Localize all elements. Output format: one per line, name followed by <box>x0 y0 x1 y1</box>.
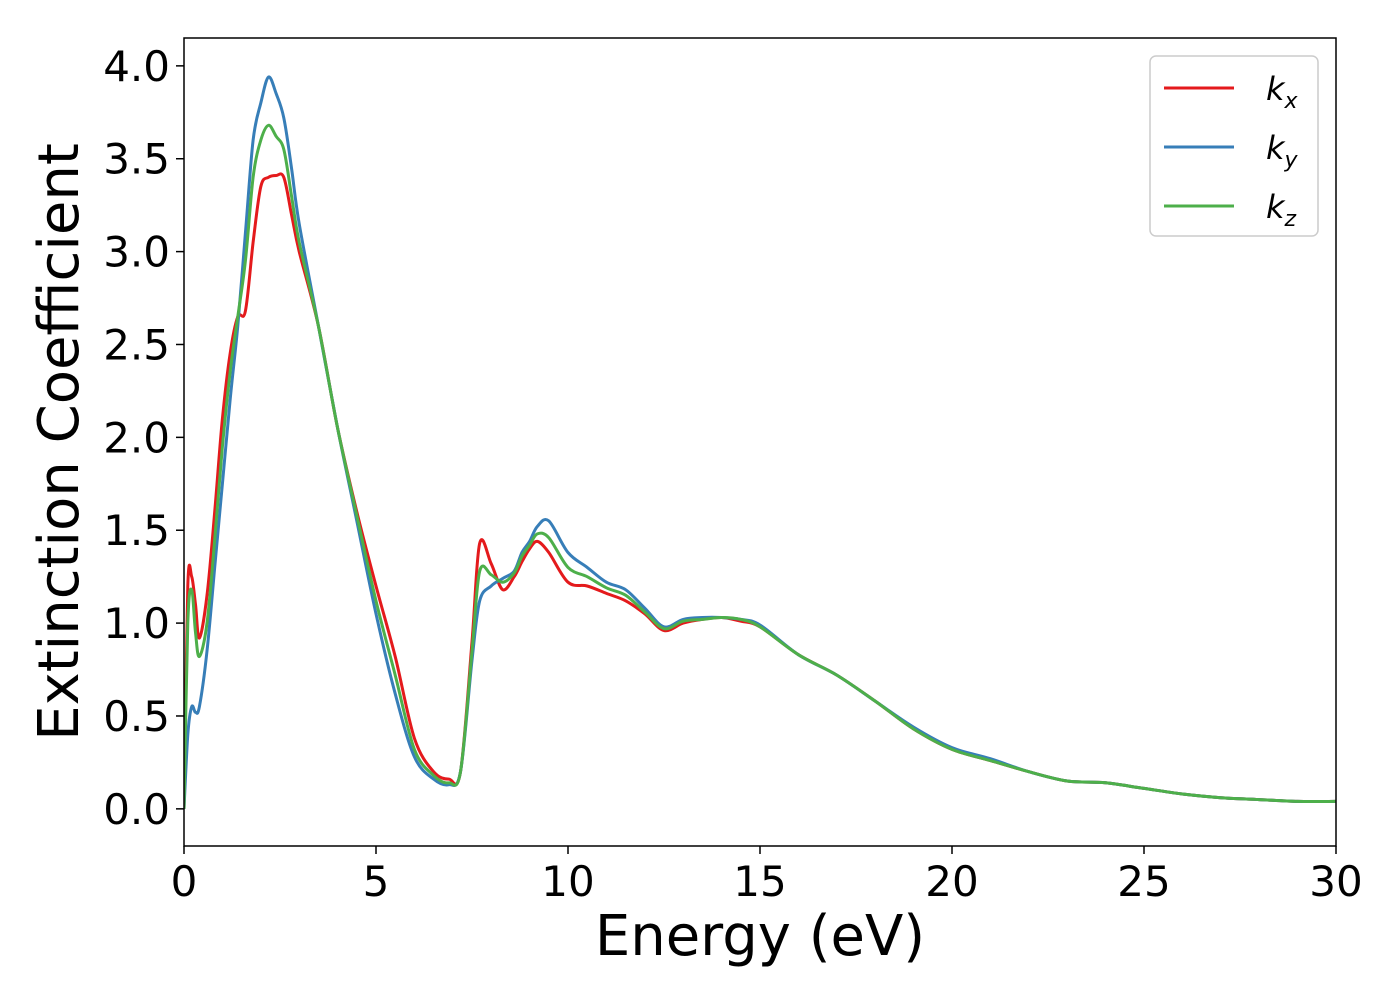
y-tick-label: 3.5 <box>103 135 170 184</box>
y-axis-title: Extinction Coefficient <box>27 143 92 741</box>
y-tick-label: 0.0 <box>103 785 170 834</box>
y-tick-label: 2.0 <box>103 413 170 462</box>
x-axis-title: Energy (eV) <box>595 904 925 969</box>
y-tick-label: 0.5 <box>103 692 170 741</box>
x-tick-label: 0 <box>171 857 198 906</box>
y-tick-label: 2.5 <box>103 320 170 369</box>
series-layer <box>184 75 1336 809</box>
y-tick-label: 1.0 <box>103 599 170 648</box>
series-line-kz <box>184 123 1336 809</box>
y-tick-label: 3.0 <box>103 228 170 277</box>
x-axis-ticks: 0 5 10 15 20 25 30 <box>171 846 1363 906</box>
series-line-ky <box>184 75 1336 809</box>
x-tick-label: 15 <box>733 857 786 906</box>
x-tick-label: 5 <box>363 857 390 906</box>
x-tick-label: 10 <box>541 857 594 906</box>
x-tick-label: 25 <box>1117 857 1170 906</box>
x-tick-label: 20 <box>925 857 978 906</box>
legend-label: kx <box>1266 70 1299 114</box>
y-tick-label: 4.0 <box>103 42 170 91</box>
x-tick-label: 30 <box>1309 857 1362 906</box>
y-tick-label: 1.5 <box>103 506 170 555</box>
y-axis-ticks: 0.0 0.5 1.0 1.5 2.0 2.5 3.0 3.5 4.0 <box>103 42 184 834</box>
